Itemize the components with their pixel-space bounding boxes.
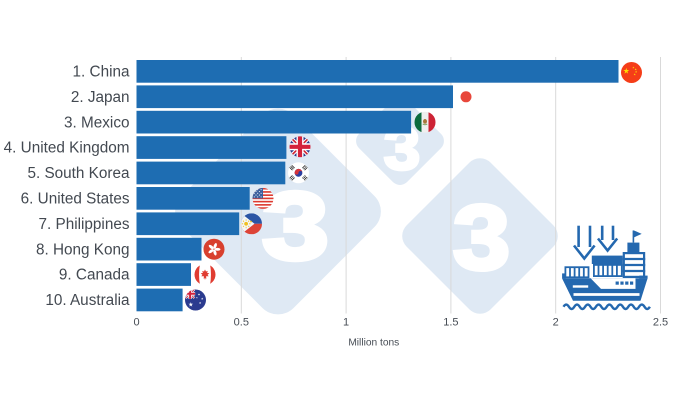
- svg-text:3: 3: [453, 186, 510, 289]
- svg-text:10. Australia: 10. Australia: [45, 292, 130, 309]
- svg-text:1: 1: [343, 316, 349, 328]
- svg-text:2: 2: [553, 316, 559, 328]
- svg-text:1. China: 1. China: [73, 64, 130, 81]
- svg-text:5. South Korea: 5. South Korea: [27, 165, 130, 182]
- svg-text:4. United Kingdom: 4. United Kingdom: [4, 140, 130, 157]
- svg-text:7. Philippines: 7. Philippines: [39, 216, 130, 233]
- svg-text:0: 0: [133, 316, 139, 328]
- svg-text:1.5: 1.5: [443, 316, 458, 328]
- svg-text:6. United States: 6. United States: [21, 191, 130, 208]
- svg-text:2.5: 2.5: [653, 316, 668, 328]
- svg-text:8. Hong Kong: 8. Hong Kong: [36, 241, 130, 258]
- svg-text:0.5: 0.5: [234, 316, 249, 328]
- svg-text:9. Canada: 9. Canada: [59, 267, 130, 284]
- svg-text:3: 3: [262, 173, 329, 280]
- svg-text:3. Mexico: 3. Mexico: [64, 114, 129, 131]
- svg-text:2. Japan: 2. Japan: [71, 89, 130, 106]
- svg-text:Million tons: Million tons: [348, 337, 399, 348]
